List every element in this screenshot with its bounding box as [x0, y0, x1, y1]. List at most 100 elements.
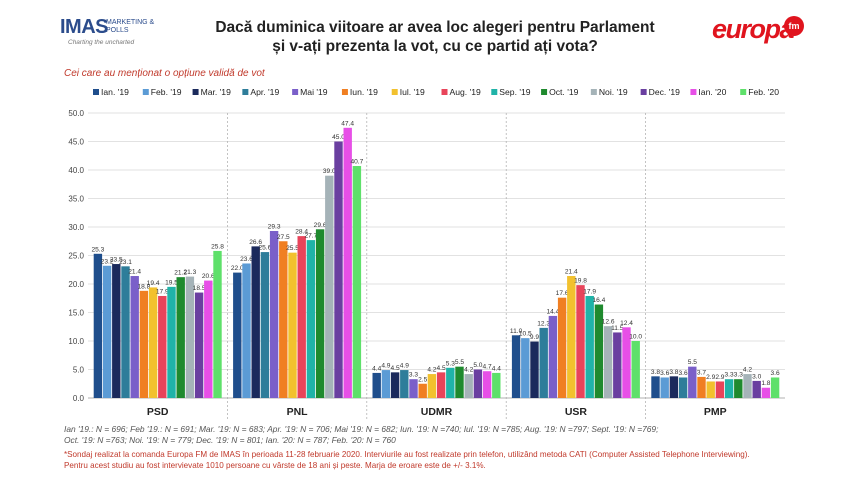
bar [455, 366, 464, 398]
legend-swatch [541, 89, 548, 95]
data-label: 21.3 [183, 269, 196, 276]
data-label: 4.9 [381, 363, 390, 370]
bar [176, 277, 185, 398]
data-label: 3.7 [697, 369, 706, 376]
imas-logo-wordmark: IMAS [60, 16, 109, 38]
legend-label: Iul. '19 [400, 87, 425, 97]
data-label: 3.3 [734, 372, 743, 379]
chart-title-line-2: și v-ați prezenta la vot, cu ce partid a… [272, 38, 598, 55]
methodology-line-1: *Sondaj realizat la comanda Europa FM de… [64, 450, 750, 459]
data-label: 26.6 [249, 239, 262, 246]
bar [594, 304, 604, 398]
data-label: 3.3 [409, 372, 418, 379]
data-label: 16.4 [592, 297, 605, 304]
data-label: 40.7 [350, 159, 363, 166]
bar [752, 380, 761, 398]
bar [112, 264, 121, 398]
legend-label: Ian. '20 [698, 87, 726, 97]
imas-logo-subtext: MARKETING & POLLS [106, 19, 155, 34]
data-label: 18.8 [137, 283, 150, 290]
data-label: 4.2 [743, 367, 752, 374]
data-label: 18.5 [193, 285, 206, 292]
data-label: 12.4 [620, 320, 633, 327]
legend-swatch [491, 89, 498, 95]
category-label: PNL [287, 406, 309, 418]
data-label: 21.4 [128, 269, 141, 276]
data-label: 3.6 [771, 370, 780, 377]
bar [315, 229, 325, 398]
data-label: 2.9 [715, 374, 724, 381]
legend-swatch [690, 89, 697, 95]
bar [697, 376, 706, 398]
data-label: 3.6 [679, 370, 688, 377]
bar [260, 252, 270, 398]
bar [204, 280, 213, 398]
category-label: UDMR [421, 406, 453, 418]
bar [194, 292, 204, 398]
bar [427, 374, 437, 398]
europa-logo-wordmark: europa [712, 14, 795, 44]
imas-logo: IMAS MARKETING & POLLS Charting the unch… [60, 16, 168, 52]
legend-swatch [441, 89, 448, 95]
chart-subtitle: Cei care au menționat o opțiune validă d… [64, 68, 265, 79]
legend-label: Apr. '19 [250, 87, 279, 97]
bar [446, 367, 455, 398]
legend-swatch [341, 89, 348, 95]
data-label: 4.7 [483, 364, 492, 371]
bar [511, 335, 521, 398]
bar [251, 246, 260, 398]
data-label: 4.4 [372, 365, 381, 372]
legend-swatch [640, 89, 647, 95]
y-tick-label: 10.0 [68, 337, 84, 346]
data-label: 17.6 [556, 290, 569, 297]
bar [530, 341, 539, 398]
legend-label: Dec. '19 [649, 87, 680, 97]
bar [185, 276, 195, 398]
legend-label: Feb. '20 [748, 87, 779, 97]
data-label: 21.4 [565, 269, 578, 276]
category-label: PMP [704, 406, 727, 418]
bar [521, 338, 530, 398]
sample-size-note: Ian '19.: N = 696; Feb '19.: N = 691; Ma… [64, 424, 844, 446]
data-label: 29.6 [314, 222, 327, 229]
bar [400, 370, 409, 398]
bar [167, 286, 176, 398]
data-label: 4.5 [391, 365, 400, 372]
data-label: 39.0 [323, 168, 336, 175]
bar [242, 263, 251, 398]
y-tick-label: 20.0 [68, 280, 84, 289]
legend-label: Sep. '19 [499, 87, 530, 97]
bar [352, 166, 362, 398]
bar [603, 326, 613, 398]
data-label: 47.4 [341, 120, 354, 127]
bar [660, 377, 669, 398]
bar [557, 297, 567, 398]
bar [761, 387, 771, 398]
bar [706, 381, 715, 398]
data-label: 5.5 [688, 359, 697, 366]
bar [233, 272, 242, 398]
data-label: 19.5 [165, 279, 178, 286]
bar [372, 372, 381, 398]
data-label: 2.5 [418, 376, 427, 383]
data-label: 21.2 [174, 270, 187, 277]
bar [102, 265, 112, 398]
legend-swatch [192, 89, 199, 95]
legend-swatch [142, 89, 149, 95]
bar [734, 379, 743, 398]
methodology-note: *Sondaj realizat la comanda Europa FM de… [64, 449, 844, 471]
data-label: 23.6 [240, 256, 253, 263]
category-label: USR [565, 406, 588, 418]
bar [715, 381, 725, 398]
data-label: 1.8 [761, 380, 770, 387]
y-tick-label: 40.0 [68, 166, 84, 175]
europa-fm-logo: europa fm [712, 14, 832, 48]
data-label: 14.4 [546, 308, 559, 315]
bar [297, 236, 306, 398]
data-label: 10.5 [519, 331, 532, 338]
bar [482, 371, 492, 398]
data-label: 4.2 [464, 367, 473, 374]
sample-size-line-2: Oct. '19: N =763; Noi. '19: N = 779; Dec… [64, 435, 396, 445]
data-label: 17.9 [156, 288, 169, 295]
